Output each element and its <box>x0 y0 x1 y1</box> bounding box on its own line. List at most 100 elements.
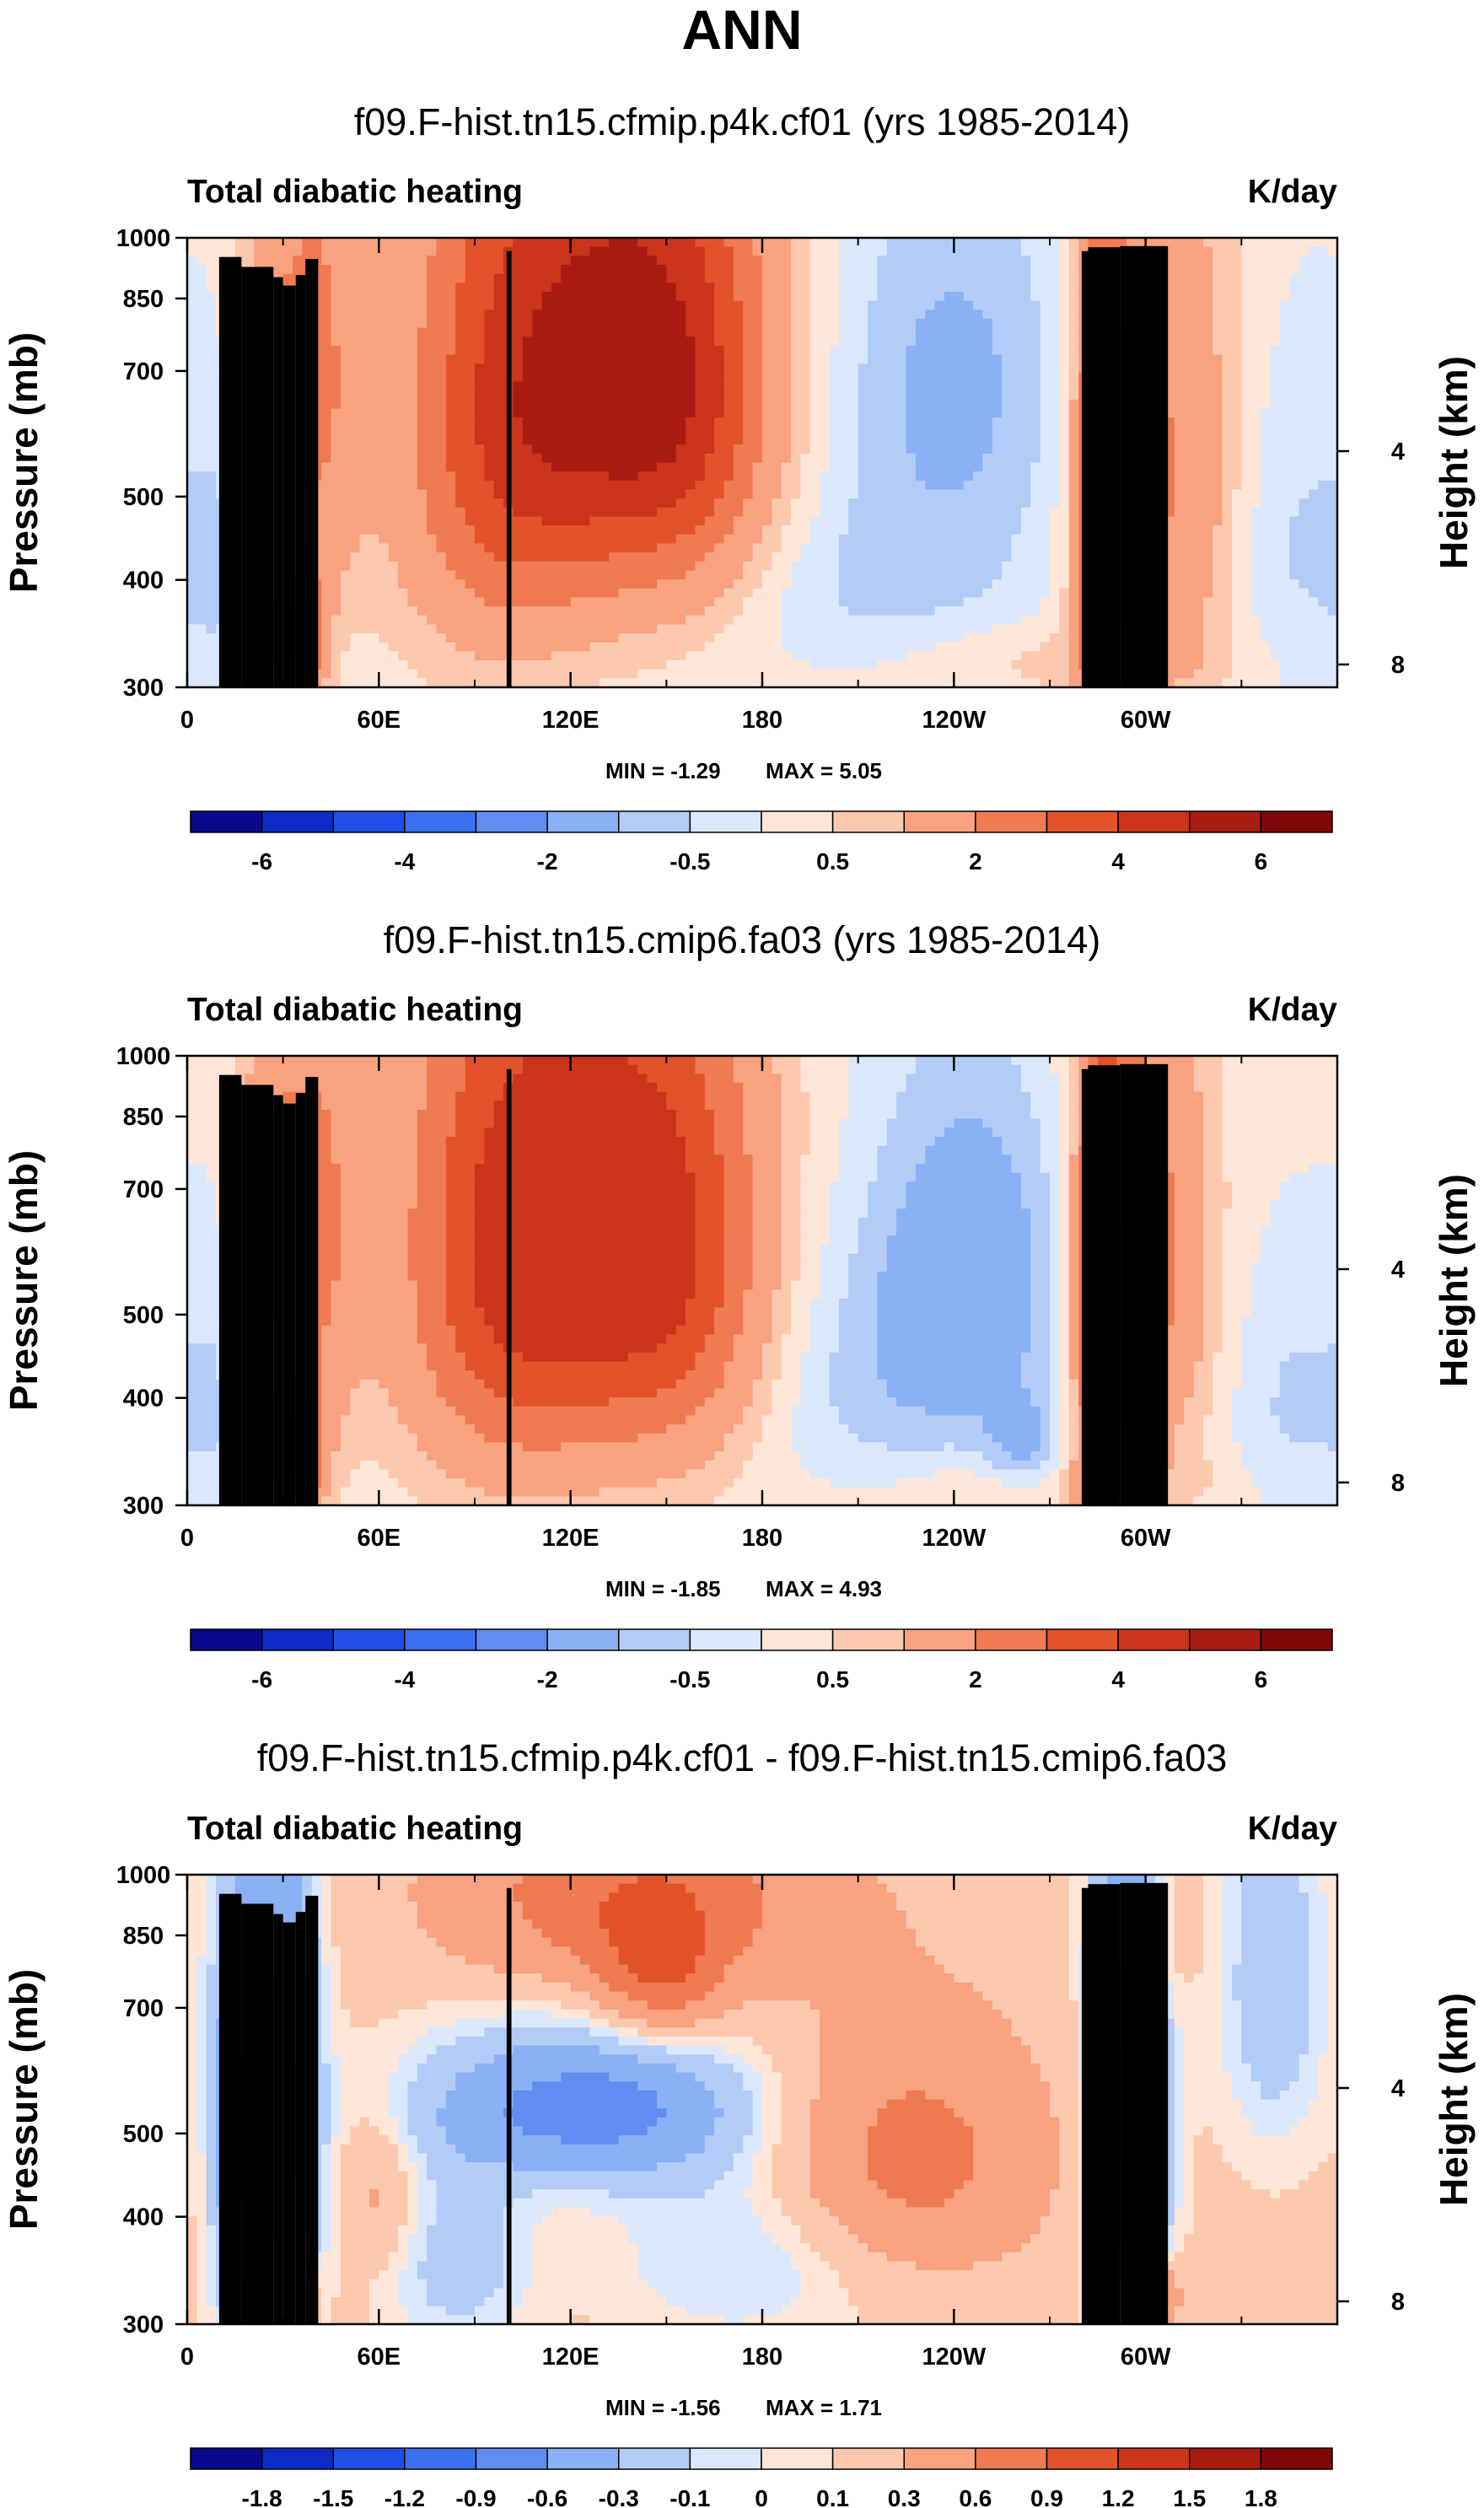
contour-cell <box>196 2126 207 2136</box>
contour-cell <box>1059 1487 1070 1497</box>
contour-cell <box>445 2126 524 2136</box>
contour-cell <box>340 2090 390 2101</box>
contour-cell <box>340 390 418 401</box>
contour-cell <box>906 651 1022 661</box>
contour-cell <box>1059 1253 1070 1263</box>
contour-cell <box>982 1451 1013 1461</box>
contour-cell <box>1241 345 1272 356</box>
contour-cell <box>1308 2036 1329 2047</box>
contour-cell <box>1241 2027 1309 2037</box>
contour-cell <box>445 381 476 391</box>
contour-cell <box>829 453 859 464</box>
contour-cell <box>1040 2216 1079 2226</box>
contour-cell <box>800 1244 820 1255</box>
contour-cell <box>589 2009 620 2020</box>
contour-cell <box>838 1163 878 1174</box>
contour-cell <box>944 291 965 302</box>
contour-cell <box>752 1199 782 1209</box>
contour-cell <box>445 1163 476 1174</box>
contour-cell <box>1174 1244 1204 1255</box>
contour-cell <box>493 1964 590 1974</box>
contour-cell <box>675 2063 734 2074</box>
contour-cell <box>743 1415 763 1425</box>
contour-cell <box>743 1082 782 1093</box>
contour-cell <box>627 2234 772 2244</box>
contour-cell <box>714 1388 754 1398</box>
contour-cell <box>417 2207 438 2217</box>
contour-cell <box>1068 1892 1089 1903</box>
contour-cell <box>1068 1343 1079 1354</box>
contour-cell <box>791 2261 831 2271</box>
contour-cell <box>723 1973 954 1983</box>
contour-cell <box>1250 1280 1338 1290</box>
contour-cell <box>493 300 543 310</box>
contour-cell <box>1222 2144 1338 2155</box>
colorbar-label: 4 <box>1111 848 1125 875</box>
contour-cell <box>455 327 485 337</box>
contour-cell <box>1202 1154 1223 1165</box>
contour-cell <box>1040 2225 1079 2235</box>
contour-cell <box>1068 300 1079 310</box>
contour-cell <box>1327 1973 1338 1983</box>
contour-cell <box>704 1928 754 1939</box>
contour-cell <box>743 498 772 509</box>
contour-cell <box>906 345 993 356</box>
contour-cell <box>331 291 427 302</box>
contour-cell <box>455 1101 495 1111</box>
contour-cell <box>704 1091 744 1101</box>
x-tick-label: 180 <box>742 2344 782 2371</box>
contour-cell <box>340 2153 399 2163</box>
contour-cell <box>838 273 878 283</box>
contour-cell <box>915 336 993 347</box>
contour-cell <box>829 2207 1051 2217</box>
contour-cell <box>1193 669 1233 679</box>
contour-cell <box>1040 2063 1079 2074</box>
contour-cell <box>368 2117 399 2128</box>
contour-cell <box>982 309 1041 320</box>
contour-cell <box>868 1199 907 1209</box>
contour-cell <box>1318 480 1338 491</box>
contour-cell <box>714 2090 754 2101</box>
contour-cell <box>1068 309 1079 320</box>
contour-cell <box>340 1424 409 1434</box>
contour-cell <box>321 2306 332 2316</box>
contour-cell <box>1193 2180 1252 2190</box>
contour-cell <box>350 1469 390 1479</box>
contour-cell <box>809 534 840 545</box>
contour-cell <box>1040 417 1060 428</box>
contour-cell <box>1136 633 1204 643</box>
contour-cell <box>1202 1226 1223 1236</box>
contour-cell <box>331 1136 418 1147</box>
contour-cell <box>982 1424 1041 1434</box>
contour-cell <box>417 1163 447 1174</box>
contour-cell <box>1202 1919 1223 1929</box>
contour-cell <box>781 534 811 545</box>
contour-cell <box>311 1487 332 1497</box>
contour-cell <box>1261 1496 1338 1506</box>
contour-cell <box>858 1217 897 1228</box>
contour-cell <box>838 534 1013 545</box>
contour-cell <box>475 1271 696 1282</box>
contour-cell <box>532 444 677 455</box>
contour-cell <box>1040 444 1060 455</box>
contour-cell <box>465 579 658 589</box>
contour-cell <box>321 2180 332 2190</box>
topography-block <box>282 1103 296 1505</box>
colorbar-swatch <box>761 810 834 833</box>
contour-cell <box>1270 1406 1338 1416</box>
contour-cell <box>187 1361 217 1371</box>
contour-cell <box>532 2234 629 2244</box>
contour-cell <box>695 336 715 347</box>
contour-cell <box>465 2153 686 2163</box>
contour-cell <box>1068 498 1079 509</box>
contour-cell <box>743 1101 782 1111</box>
contour-cell <box>752 238 792 248</box>
contour-cell <box>187 1334 236 1344</box>
contour-cell <box>848 498 1031 509</box>
contour-cell <box>800 1074 849 1084</box>
contour-cell <box>187 2315 197 2325</box>
contour-cell <box>1202 1883 1223 1893</box>
contour-cell <box>752 2162 772 2172</box>
contour-cell <box>1059 318 1070 329</box>
contour-cell <box>427 2171 725 2182</box>
